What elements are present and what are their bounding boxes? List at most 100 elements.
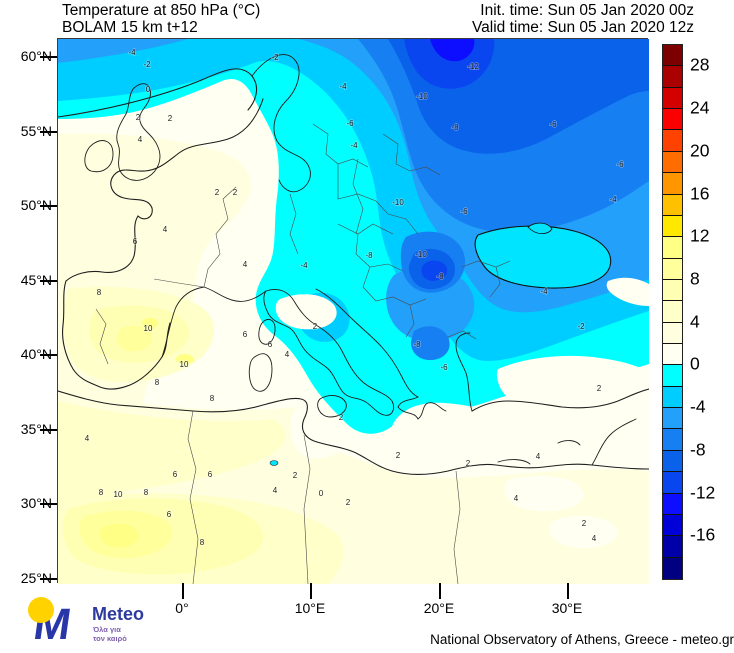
contour-value-label: -8 [365, 251, 373, 260]
coast-crete [497, 459, 531, 465]
contour-value-label: -8 [413, 340, 421, 349]
contour-value-label: 10 [144, 324, 153, 333]
lat-label: 25°N [20, 570, 52, 586]
colorbar-segment [663, 45, 682, 67]
contour-value-label: 8 [155, 378, 160, 387]
colorbar-segment [663, 386, 682, 409]
colorbar-tick-label: -8 [690, 439, 706, 460]
contour-value-label: 4 [285, 350, 290, 359]
contour-value-label: -4 [128, 48, 136, 57]
lat-label: 60°N [20, 48, 52, 64]
contour-value-label: 2 [136, 113, 141, 122]
contour-value-label: -4 [350, 141, 358, 150]
coast-levant [591, 418, 637, 466]
coast-ireland [84, 140, 114, 173]
colorbar-segment [663, 258, 682, 280]
coast-sicily [317, 395, 347, 418]
lat-tick [40, 131, 57, 133]
lat-tick [40, 280, 57, 282]
colorbar-segment [663, 408, 682, 430]
coast-sardinia [248, 353, 273, 392]
contour-value-label: -4 [609, 195, 617, 204]
contour-value-label: -10 [416, 92, 428, 101]
coast-corsica [258, 319, 276, 345]
contour-value-label: 8 [144, 488, 149, 497]
colorbar-segment [663, 450, 682, 473]
coast-northsea-france [65, 98, 264, 282]
black-sea [474, 225, 612, 289]
lat-tick [40, 354, 57, 356]
contour-value-label: 2 [466, 459, 471, 468]
contour-value-label: 2 [346, 498, 351, 507]
contour-value-label: 6 [173, 470, 178, 479]
colorbar-segment [663, 130, 682, 152]
contour-value-label: 2 [215, 188, 220, 197]
contour-value-label: -2 [577, 322, 585, 331]
contour-value-label: 2 [396, 451, 401, 460]
contour-value-label: -2 [271, 53, 279, 62]
lat-label: 40°N [20, 346, 52, 362]
coast-norway [58, 68, 258, 118]
lon-tick [567, 583, 569, 599]
contour-value-label: -10 [415, 250, 427, 259]
temperature-colorbar [662, 44, 683, 580]
colorbar-tick-label: 20 [690, 140, 710, 161]
country-borders [95, 123, 511, 584]
lat-tick [40, 578, 57, 580]
coast-italy [263, 289, 395, 416]
colorbar-tick-label: 0 [690, 353, 700, 374]
colorbar-segment [663, 301, 682, 323]
colorbar-segment [663, 279, 682, 302]
contour-value-label: -4 [300, 261, 308, 270]
contour-value-label: 2 [293, 471, 298, 480]
contour-value-label: 6 [268, 340, 273, 349]
coastlines [58, 54, 649, 475]
contour-value-label: -8 [436, 272, 444, 281]
lon-label: 30°E [551, 600, 583, 616]
coast-turkey-south [471, 388, 649, 412]
lat-tick [40, 56, 57, 58]
warm-bands [58, 133, 649, 584]
contour-value-label: 2 [582, 519, 587, 528]
contour-value-label: 4 [273, 486, 278, 495]
contour-value-label: 6 [133, 237, 138, 246]
contour-value-label: 4 [85, 434, 90, 443]
lat-tick [40, 503, 57, 505]
colorbar-segment [663, 237, 682, 259]
meteo-logo[interactable]: M Meteo Όλα για τον καιρό [14, 594, 154, 652]
lat-tick [40, 205, 57, 207]
coast-adriatic-greece [315, 288, 447, 420]
colorbar-tick-label: 8 [690, 268, 700, 289]
attribution-text: National Observatory of Athens, Greece -… [430, 632, 734, 647]
contour-value-label: 6 [167, 510, 172, 519]
colorbar-tick-label: 12 [690, 225, 710, 246]
coast-britain [116, 83, 161, 181]
colorbar-segment [663, 66, 682, 88]
contour-value-label: 4 [514, 494, 519, 503]
colorbar-tick-label: 4 [690, 311, 700, 332]
contour-value-label: 8 [210, 394, 215, 403]
contour-value-label: 10 [114, 490, 123, 499]
colorbar-segment [663, 151, 682, 174]
contour-value-label: 10 [180, 360, 189, 369]
init-time: Init. time: Sun 05 Jan 2020 00z [480, 2, 694, 19]
valid-time: Valid time: Sun 05 Jan 2020 12z [471, 18, 694, 36]
model-run-label: BOLAM 15 km t+12 [62, 18, 198, 36]
colorbar-segment [663, 344, 682, 366]
colorbar-segment [663, 493, 682, 515]
map-title: Temperature at 850 hPa (°C) [62, 2, 261, 19]
contour-value-label: -4 [540, 287, 548, 296]
contour-value-label: 4 [138, 135, 143, 144]
lat-label: 35°N [20, 421, 52, 437]
colorbar-tick-label: 28 [690, 54, 710, 75]
colorbar-tick-label: -4 [690, 396, 706, 417]
colorbar-segment [663, 557, 682, 579]
contour-value-label: 2 [313, 322, 318, 331]
coast-north-africa [58, 390, 649, 475]
contour-value-label: 2 [339, 413, 344, 422]
colorbar-segment [663, 514, 682, 537]
lat-label: 50°N [20, 197, 52, 213]
colorbar-segment [663, 536, 682, 558]
lon-tick [182, 583, 184, 599]
